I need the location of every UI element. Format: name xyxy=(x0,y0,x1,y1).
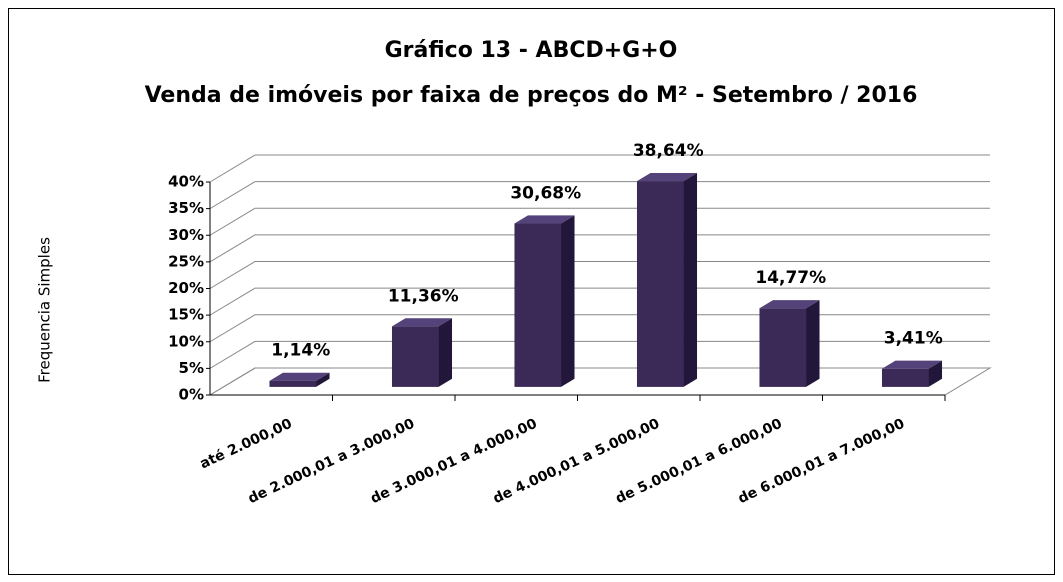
data-label: 38,64% xyxy=(633,141,704,161)
y-tick-label: 10% xyxy=(168,332,204,350)
bar xyxy=(269,380,317,387)
y-tick-label: 0% xyxy=(179,386,204,404)
y-tick-label: 35% xyxy=(168,199,204,217)
bar-side xyxy=(806,300,820,387)
bar xyxy=(759,308,807,387)
y-tick-label: 40% xyxy=(168,173,204,191)
y-tick-label: 5% xyxy=(179,359,204,377)
data-label: 11,36% xyxy=(388,286,459,306)
bar xyxy=(391,326,439,387)
bar-top xyxy=(514,215,575,224)
bar-side xyxy=(683,173,698,387)
bar xyxy=(514,223,562,387)
grid-line xyxy=(209,234,990,263)
chart-title: Gráfico 13 - ABCD+G+O xyxy=(385,38,678,63)
grid-line xyxy=(209,287,990,316)
grid-line xyxy=(209,154,990,183)
bar-top xyxy=(881,360,943,369)
chart-subtitle: Venda de imóveis por faixa de preços do … xyxy=(145,83,918,108)
grid-line xyxy=(209,340,990,369)
bar-top xyxy=(759,300,820,309)
bar-top xyxy=(391,318,453,327)
bar-top xyxy=(269,372,330,381)
grid-line xyxy=(209,261,990,289)
y-tick-label: 15% xyxy=(168,306,204,324)
floor xyxy=(208,367,992,396)
bar-side xyxy=(928,360,943,387)
bar-side xyxy=(316,372,330,387)
bar-side xyxy=(438,318,453,387)
y-tick-label: 30% xyxy=(168,226,204,244)
bar xyxy=(881,368,929,387)
data-label: 14,77% xyxy=(755,268,826,288)
grid-line xyxy=(209,207,990,236)
bar-top xyxy=(636,173,698,182)
bar xyxy=(636,181,684,387)
y-tick-label: 20% xyxy=(168,279,204,297)
data-label: 3,41% xyxy=(884,329,943,349)
grid-line xyxy=(209,181,990,210)
grid-line xyxy=(209,314,990,343)
y-axis-label: Frequencia Simples xyxy=(36,237,54,383)
data-label: 1,14% xyxy=(271,341,330,361)
y-tick-label: 25% xyxy=(168,252,204,270)
data-label: 30,68% xyxy=(510,183,581,203)
grid-line xyxy=(209,367,990,396)
bar-side xyxy=(561,215,575,387)
